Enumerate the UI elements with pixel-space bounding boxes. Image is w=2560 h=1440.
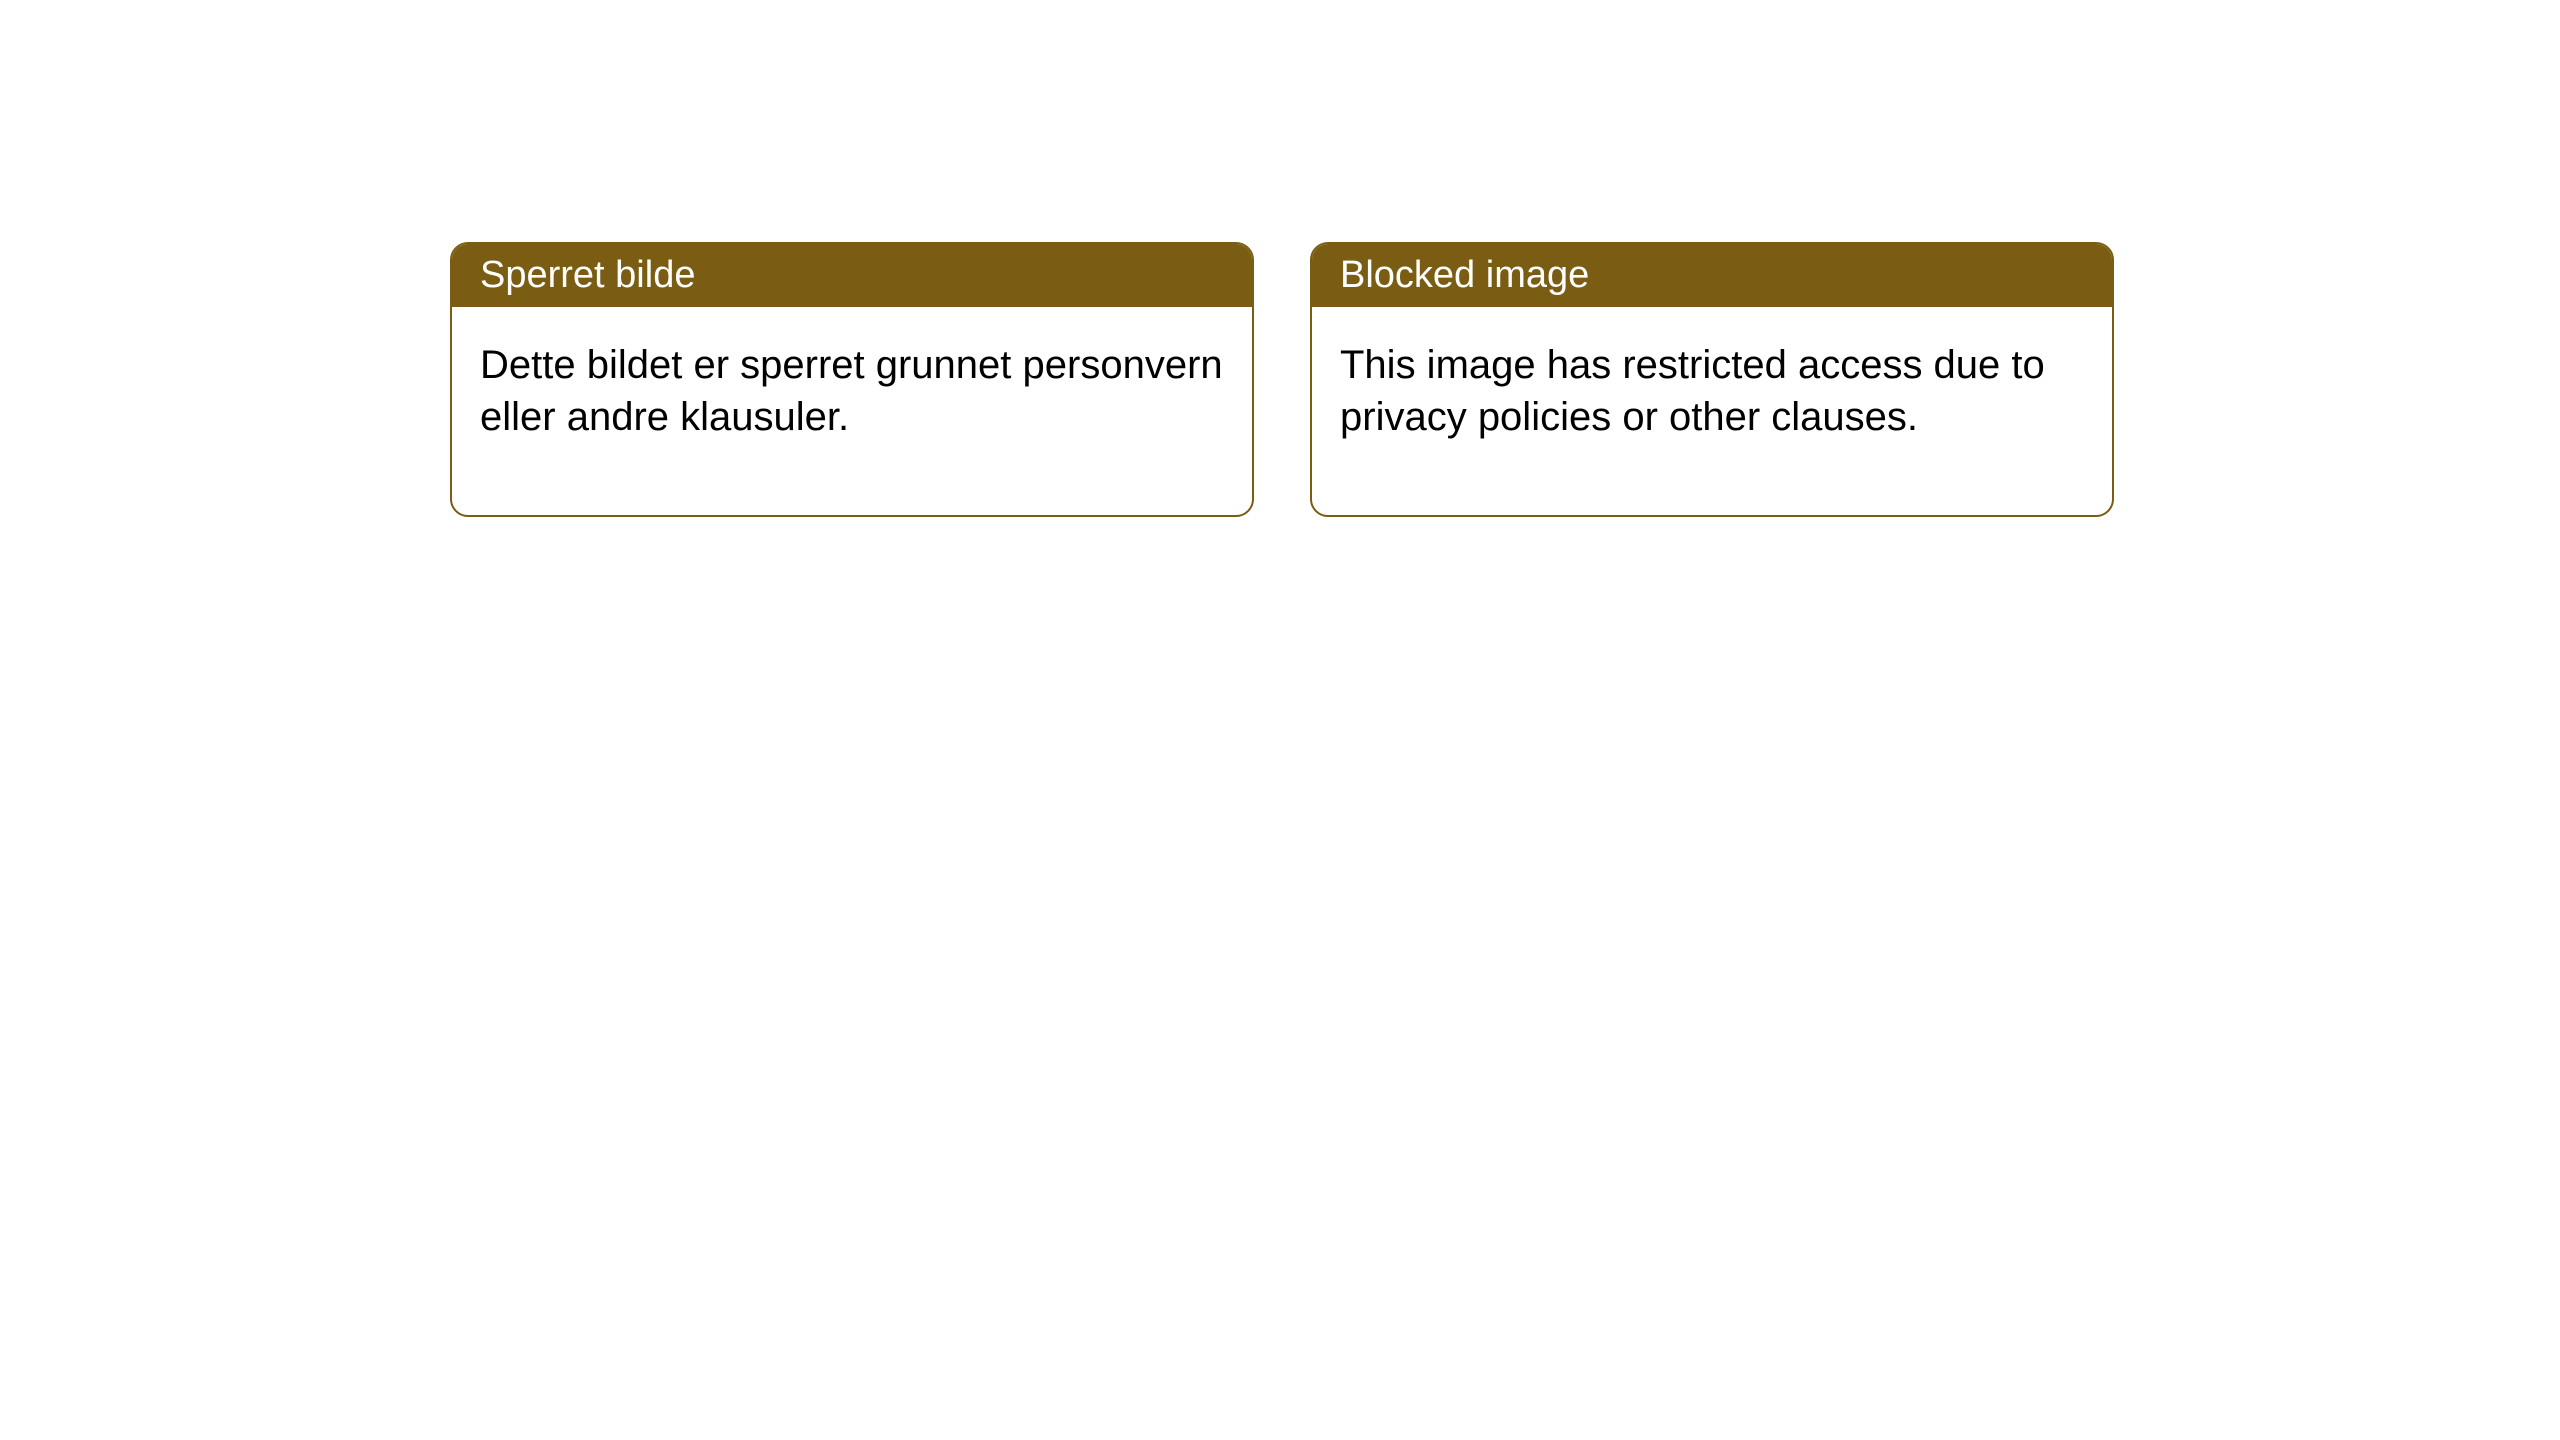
notice-title: Blocked image	[1312, 244, 2112, 307]
notice-container: Sperret bilde Dette bildet er sperret gr…	[0, 0, 2560, 517]
notice-card-norwegian: Sperret bilde Dette bildet er sperret gr…	[450, 242, 1254, 517]
notice-body: This image has restricted access due to …	[1312, 307, 2112, 515]
notice-title: Sperret bilde	[452, 244, 1252, 307]
notice-card-english: Blocked image This image has restricted …	[1310, 242, 2114, 517]
notice-body: Dette bildet er sperret grunnet personve…	[452, 307, 1252, 515]
